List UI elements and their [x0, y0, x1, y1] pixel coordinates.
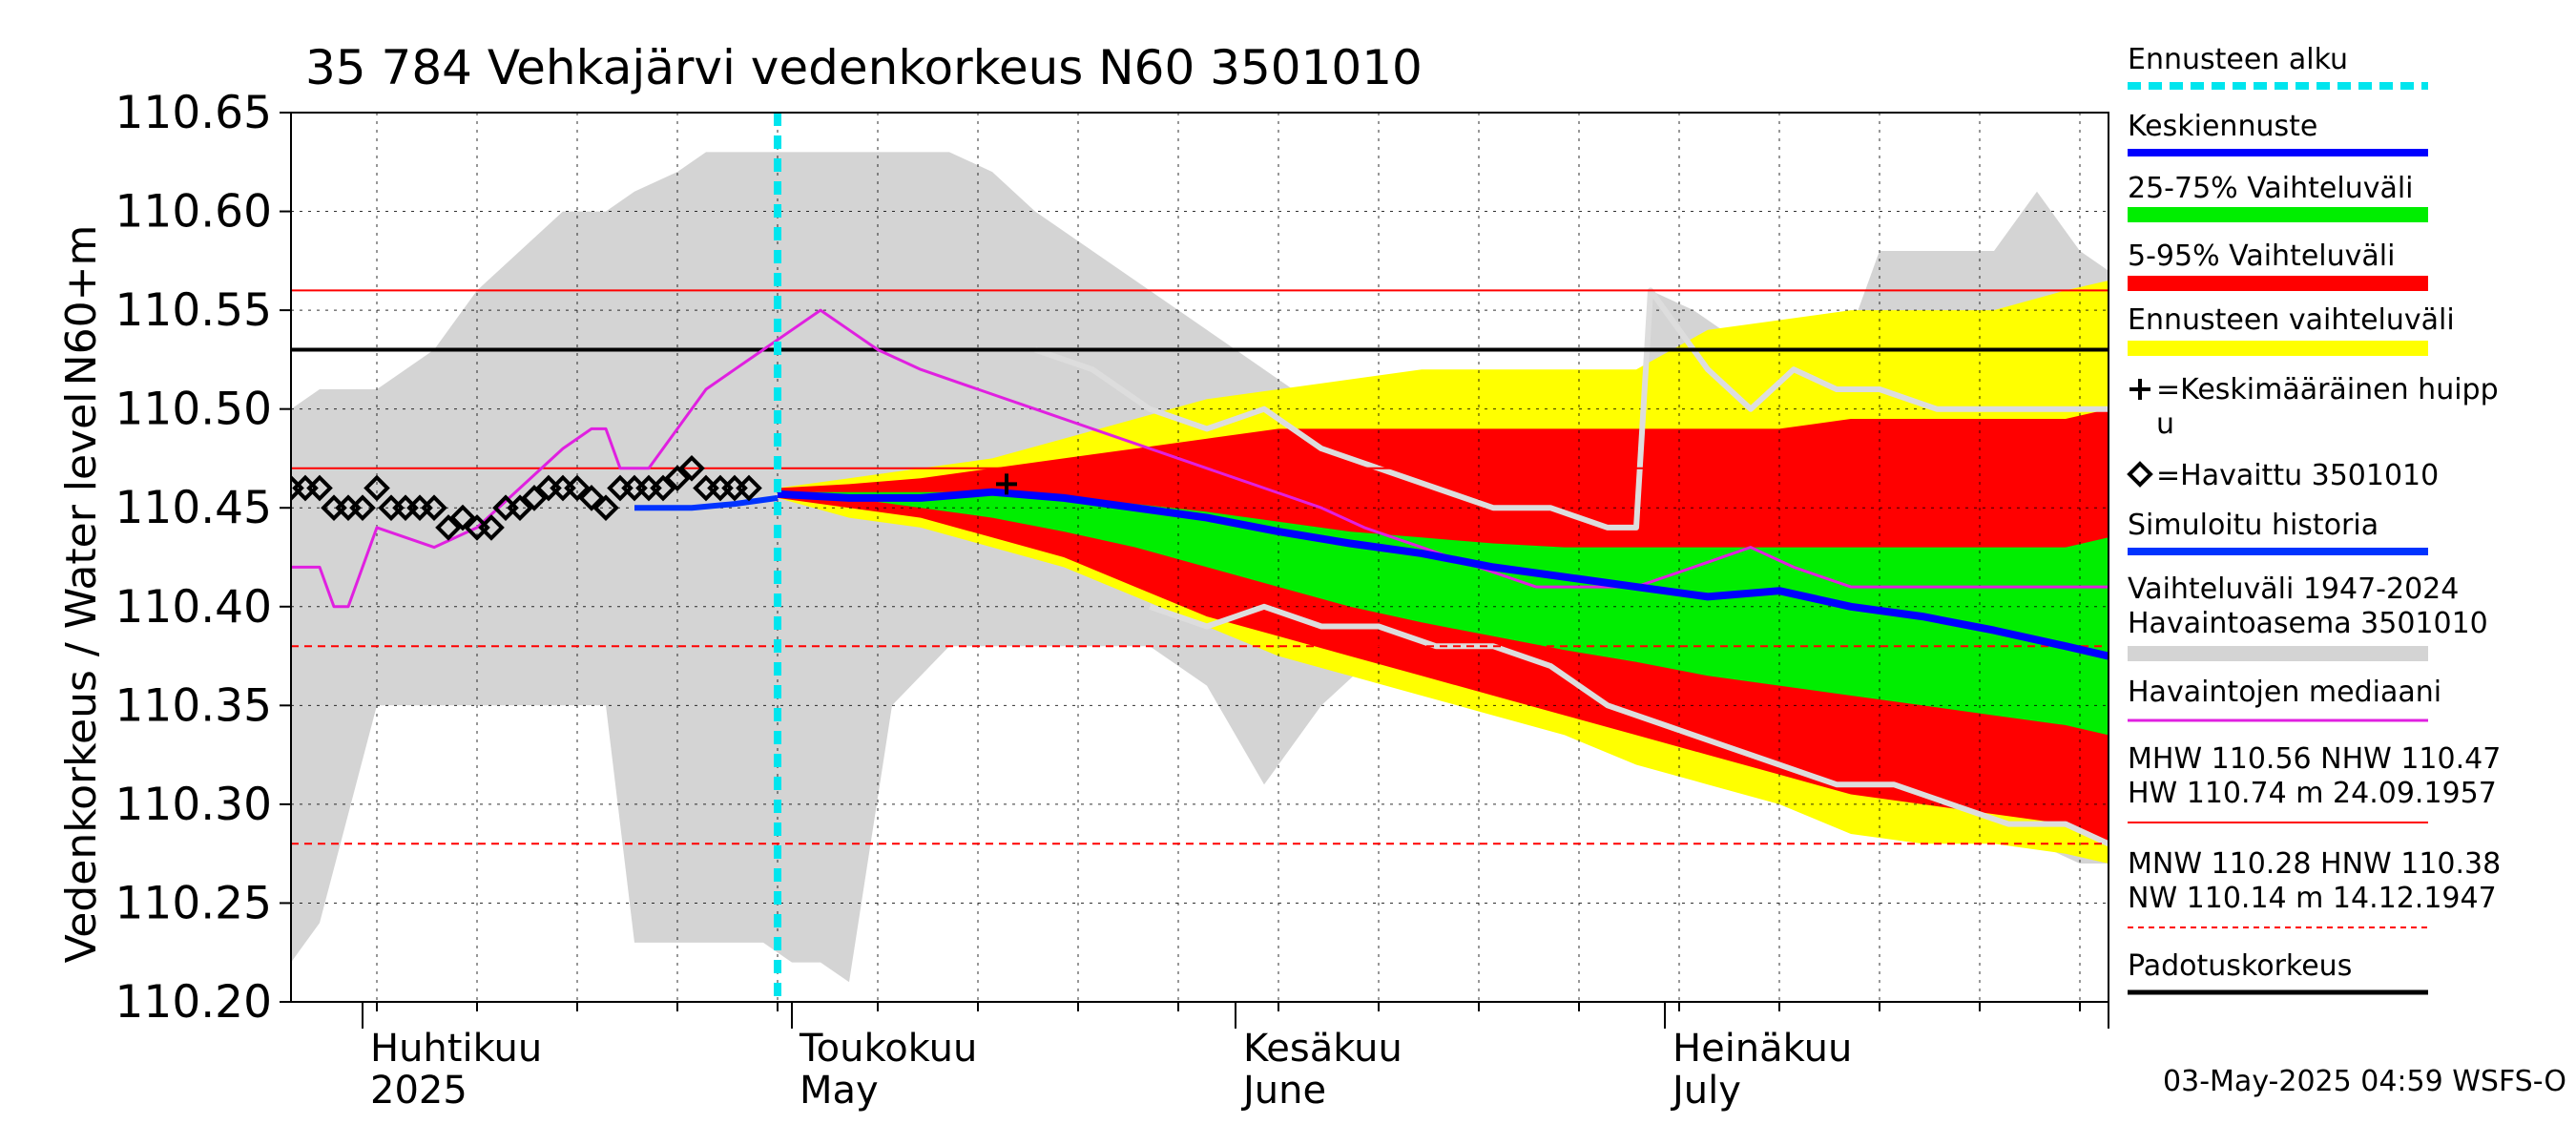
plot-frame	[290, 112, 2109, 1003]
x-month-sublabel: June	[1240, 1069, 1326, 1113]
legend-label-median: Havaintojen mediaani	[2128, 676, 2441, 709]
observed-point	[592, 494, 619, 522]
legend-label2-hw: HW 110.74 m 24.09.1957	[2128, 777, 2497, 810]
legend: Ennusteen alku Keskiennuste 25-75% Vaihtel…	[2127, 43, 2501, 995]
plot-area	[291, 113, 2109, 1002]
legend-label2-hist: Havaintoasema 3501010	[2128, 607, 2488, 640]
median-line	[291, 308, 2109, 609]
simulated-history-line	[634, 494, 779, 511]
peak-marker	[996, 473, 1017, 495]
observed-point	[564, 474, 591, 502]
x-month-label: Kesäkuu	[1243, 1027, 1402, 1071]
legend-label-obs: =Havaittu 3501010	[2156, 459, 2439, 492]
y-tick-label: 110.45	[115, 482, 272, 534]
y-tick-label: 110.20	[115, 976, 272, 1029]
axes: 110.20 110.25 110.30 110.35 110.40 110.45 110.…	[115, 87, 2109, 1113]
observed-point	[364, 474, 390, 502]
legend-label-hw: MHW 110.56 NHW 110.47	[2128, 742, 2501, 776]
legend-label-pad: Padotuskorkeus	[2128, 949, 2352, 983]
legend-label2-nw: NW 110.14 m 14.12.1947	[2128, 882, 2497, 915]
y-tick-label: 110.25	[115, 877, 272, 929]
legend-label-b2575: 25-75% Vaihteluväli	[2128, 172, 2414, 205]
x-month-label: Huhtikuu	[370, 1027, 542, 1071]
observed-point	[678, 454, 705, 482]
legend-swatch-b595	[2128, 276, 2428, 291]
x-month-label: Heinäkuu	[1672, 1027, 1852, 1071]
x-month-sublabel: May	[800, 1069, 879, 1113]
legend-label-b595: 5-95% Vaihteluväli	[2128, 239, 2395, 273]
legend-label-hist: Vaihteluväli 1947-2024	[2128, 572, 2459, 606]
historical-trace-line	[1034, 287, 2109, 531]
observed-point	[736, 474, 762, 502]
legend-label-mean: Keskiennuste	[2128, 110, 2317, 143]
y-tick-label: 110.30	[115, 779, 272, 831]
observed-point	[650, 474, 676, 502]
legend-swatch-b2575	[2128, 207, 2428, 222]
legend-swatch-hist	[2128, 646, 2428, 661]
x-month-sublabel: July	[1670, 1069, 1741, 1113]
y-tick-label: 110.40	[115, 581, 272, 634]
y-tick-label: 110.50	[115, 384, 272, 436]
observed-point	[421, 494, 447, 522]
observed-point	[349, 494, 376, 522]
legend-label-peak: =Keskimääräinen huipp	[2156, 373, 2499, 406]
x-month-sublabel: 2025	[370, 1069, 467, 1113]
mean-forecast-line	[777, 488, 2109, 660]
observed-point	[478, 514, 505, 541]
footer-timestamp: 03-May-2025 04:59 WSFS-O	[2163, 1065, 2566, 1098]
legend-swatch-peak	[2129, 379, 2150, 400]
observed-point	[664, 465, 691, 491]
legend-label2-peak: u	[2156, 407, 2174, 441]
y-axis-label: Vedenkorkeus / Water level	[57, 392, 106, 964]
historical-trace-line	[1149, 603, 2109, 847]
observed-point	[578, 485, 605, 511]
observed-point	[435, 514, 462, 541]
legend-swatch-fcband	[2128, 341, 2428, 356]
legend-swatch-obs	[2127, 461, 2153, 488]
y-tick-label: 110.55	[115, 284, 272, 337]
legend-label-forecast_start: Ennusteen alku	[2128, 43, 2348, 76]
legend-label-fcband: Ennusteen vaihteluväli	[2128, 303, 2455, 337]
y-tick-label: 110.35	[115, 679, 272, 732]
observed-point	[521, 485, 548, 511]
legend-label-nw: MNW 110.28 HNW 110.38	[2128, 847, 2501, 881]
plot-layer	[291, 113, 2109, 1002]
y-tick-label: 110.65	[115, 87, 272, 139]
observed-point	[507, 494, 533, 522]
observed-point	[306, 474, 333, 502]
y-axis-unit-label: N60+m	[57, 225, 106, 386]
band-25-75	[778, 491, 2109, 736]
chart-title: 35 784 Vehkajärvi vedenkorkeus N60 35010…	[305, 40, 1423, 95]
observed-point	[449, 504, 476, 531]
legend-label-sim: Simuloitu historia	[2128, 509, 2379, 542]
x-month-label: Toukokuu	[799, 1027, 977, 1071]
y-tick-label: 110.60	[115, 186, 272, 239]
